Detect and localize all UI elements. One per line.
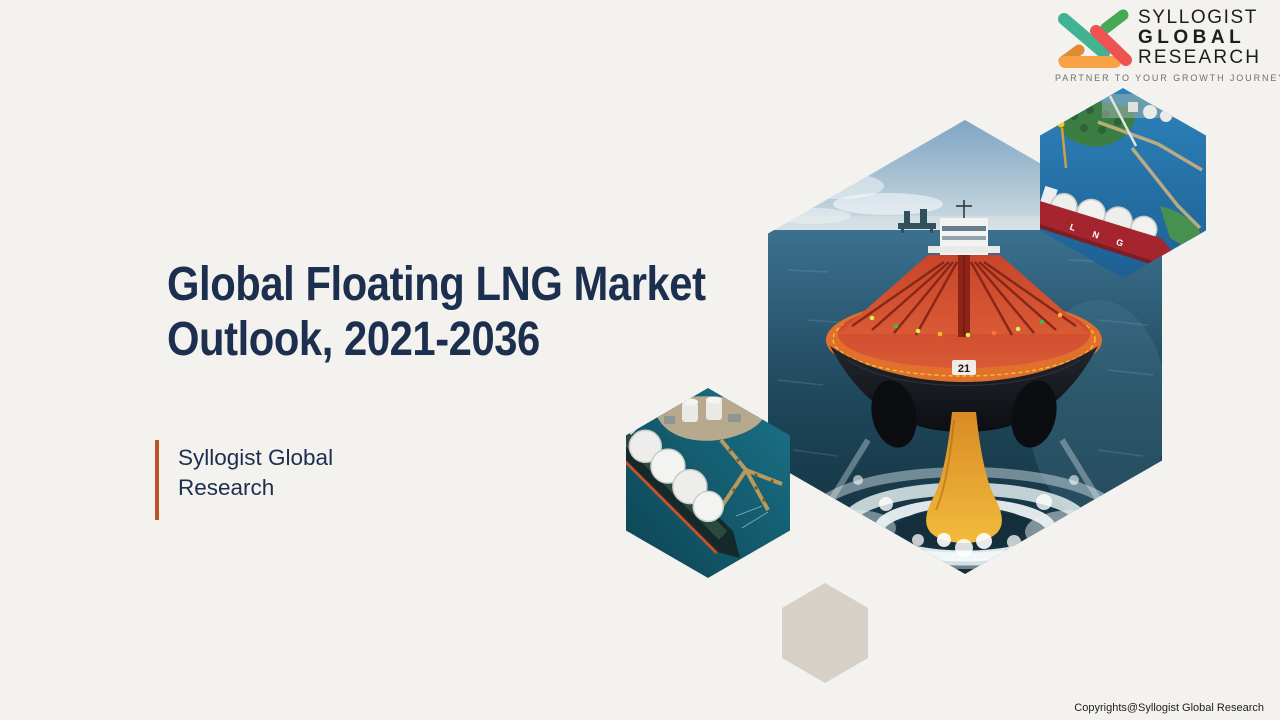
publisher-name-line1: Syllogist Global: [178, 445, 334, 470]
ship-foredeck: [826, 255, 1102, 382]
publisher-name-line2: Research: [178, 475, 275, 501]
ship-hull: 21: [830, 346, 1098, 448]
bow-splash: [937, 533, 992, 557]
terminal-tanks: [664, 396, 741, 424]
logo-tagline: PARTNER TO YOUR GROWTH JOURNEY: [1055, 73, 1280, 83]
ship-superstructure: [928, 200, 1000, 258]
report-title-line1: Global Floating LNG Market: [167, 258, 706, 311]
report-title: Global Floating LNG Market Outlook, 2021…: [167, 258, 706, 367]
ship-bow-stem: [926, 412, 1002, 543]
lng-terminal-jetty-photo-hexagon: [626, 388, 790, 578]
company-logo: SYLLOGIST GLOBAL RESEARCH PARTNER TO YOU…: [1055, 7, 1280, 84]
accent-bar: [155, 440, 159, 520]
offshore-platform-silhouette: [898, 209, 936, 233]
syllogist-logo-icon: [1058, 9, 1132, 68]
lng-terminal-jetty-illustration: [626, 388, 790, 578]
deck-crew-figures: [869, 312, 1063, 338]
lng-carrier-ship: L N G: [1040, 185, 1177, 267]
hull-draft-mark: 21: [958, 363, 970, 375]
decor-hexagon-small: [782, 583, 868, 683]
logo-word-research: RESEARCH: [1138, 47, 1262, 68]
copyright-notice: Copyrights@Syllogist Global Research: [1074, 702, 1264, 714]
logo-word-syllogist: SYLLOGIST: [1138, 7, 1258, 28]
publisher-block: Syllogist Global Research: [155, 440, 333, 520]
report-title-line2: Outlook, 2021-2036: [167, 312, 540, 366]
logo-word-global: GLOBAL: [1138, 27, 1246, 48]
